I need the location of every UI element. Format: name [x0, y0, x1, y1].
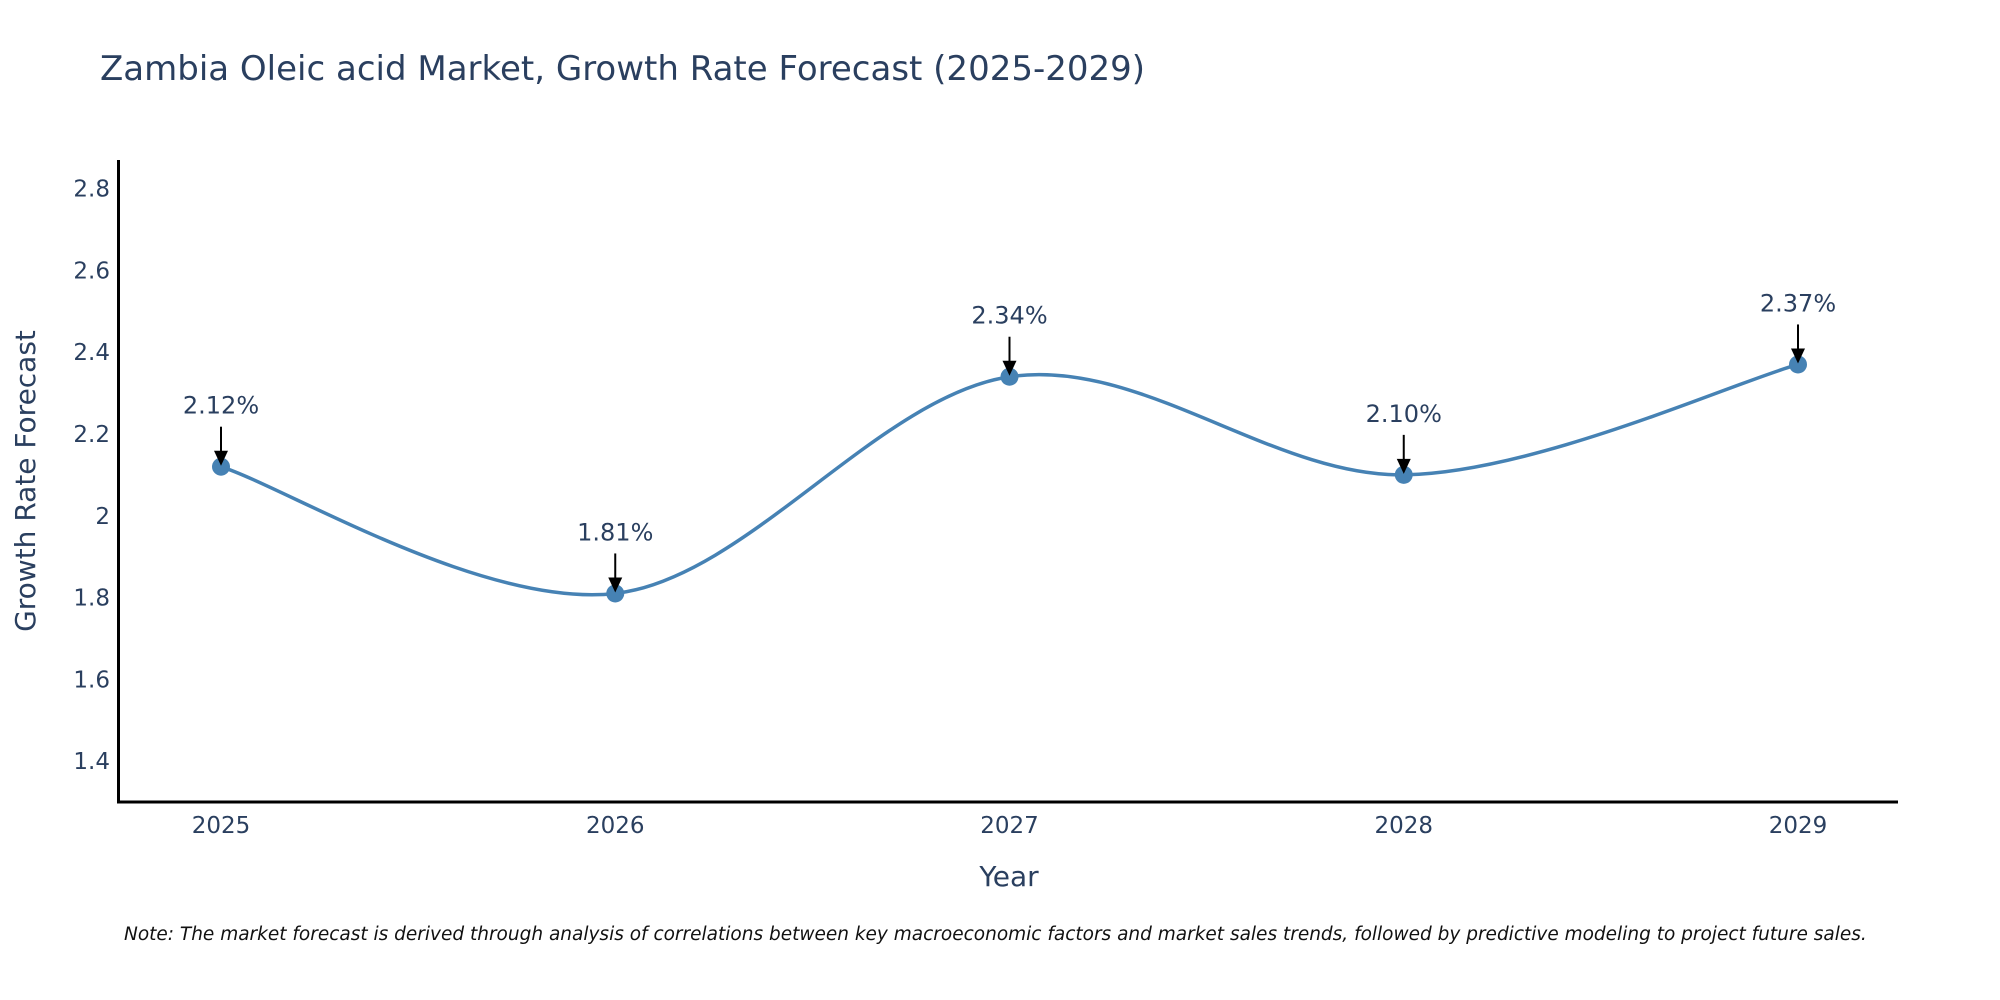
annotation-arrow-head [608, 577, 623, 593]
annotation-arrow-head [1396, 458, 1411, 474]
y-tick-label: 1.6 [73, 667, 110, 693]
x-tick-label: 2028 [1374, 813, 1433, 839]
x-tick-label: 2027 [980, 813, 1039, 839]
chart-title: Zambia Oleic acid Market, Growth Rate Fo… [100, 49, 1145, 89]
y-tick-label: 2.8 [73, 177, 110, 203]
data-label: 2.37% [1760, 289, 1836, 317]
data-label: 2.10% [1366, 400, 1442, 428]
y-axis-ticks: 1.4 1.6 1.8 2 2.2 2.4 2.6 2.8 [73, 177, 110, 775]
data-point [1394, 465, 1413, 484]
y-tick-label: 1.8 [73, 586, 110, 612]
x-tick-label: 2029 [1769, 813, 1828, 839]
series-line [220, 362, 1799, 597]
y-tick-label: 2.4 [73, 340, 110, 366]
y-tick-label: 2 [95, 504, 110, 530]
annotation-arrow-head [1002, 360, 1017, 376]
data-point [1789, 355, 1807, 374]
y-tick-label: 1.4 [73, 749, 110, 775]
data-markers [212, 355, 1807, 603]
data-label: 2.34% [971, 302, 1047, 330]
data-point [606, 584, 625, 603]
forecast-note: Note: The market forecast is derived thr… [124, 924, 1867, 945]
data-point [212, 457, 230, 476]
data-label-annotations: 2.12% 1.81% 2.34% 2.10% 2.37% [183, 289, 1836, 593]
x-axis-ticks: 2025 2026 2027 2028 2029 [192, 813, 1828, 839]
data-label: 2.12% [183, 392, 259, 420]
annotation-arrow-head [214, 450, 228, 466]
y-axis-title: Growth Rate Forecast [9, 330, 42, 632]
x-tick-label: 2026 [586, 813, 645, 839]
data-point [1000, 367, 1019, 386]
y-tick-label: 2.6 [73, 258, 110, 284]
annotation-arrow-head [1791, 348, 1805, 364]
x-axis-title: Year [978, 860, 1039, 893]
y-tick-label: 2.2 [73, 422, 110, 448]
x-tick-label: 2025 [192, 813, 251, 839]
data-label: 1.81% [577, 518, 653, 546]
